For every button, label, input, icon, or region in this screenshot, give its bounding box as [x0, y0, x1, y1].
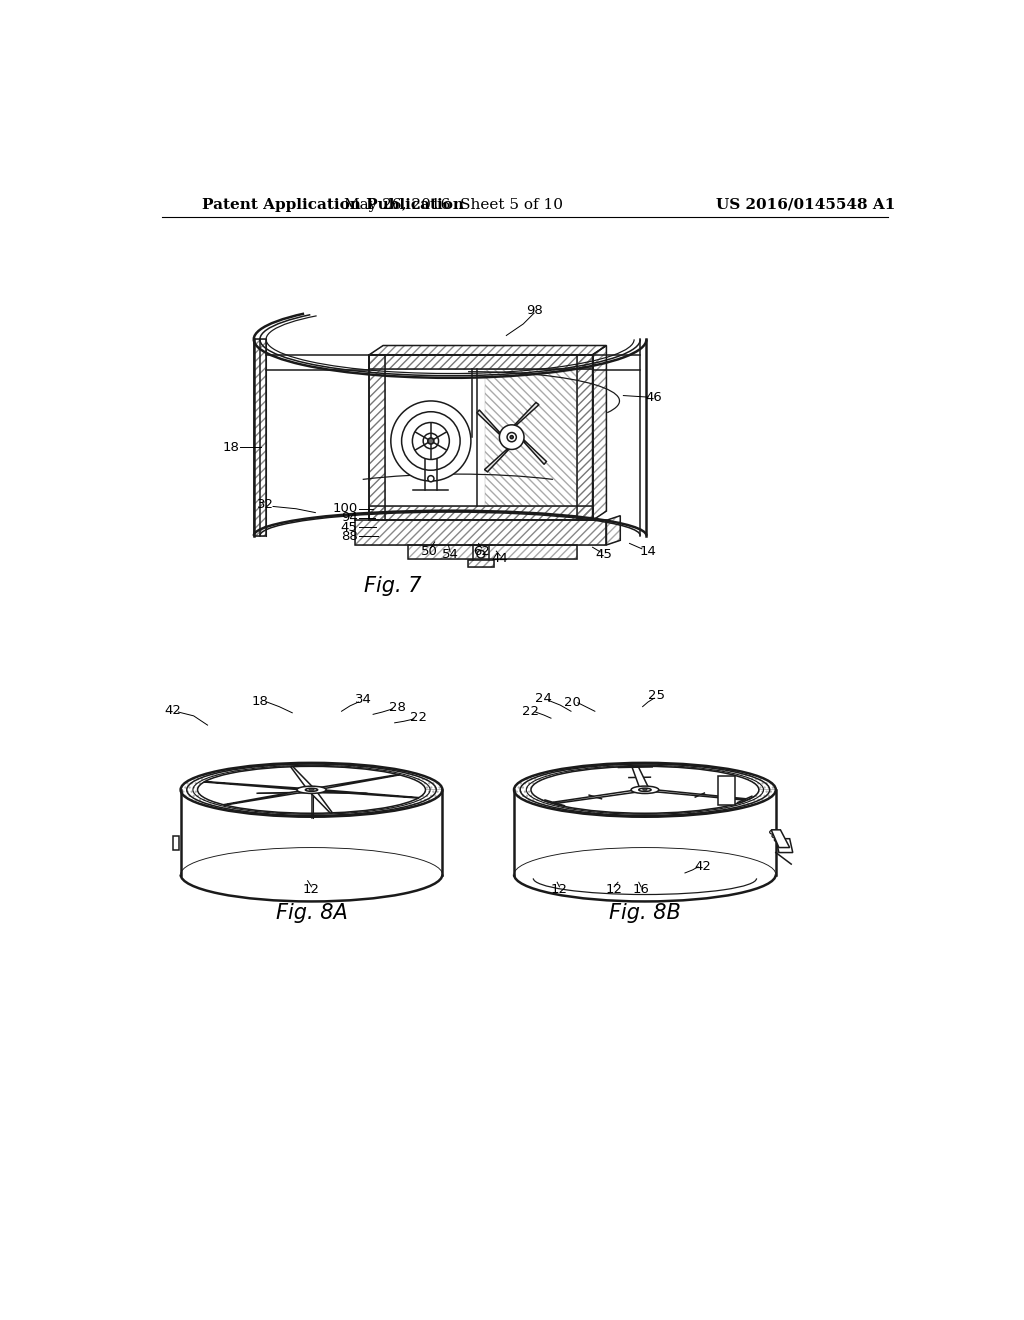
Text: 28: 28 — [389, 701, 407, 714]
Polygon shape — [223, 789, 314, 805]
Text: 42: 42 — [694, 861, 711, 874]
Bar — [173, 836, 179, 850]
Ellipse shape — [774, 838, 783, 842]
Ellipse shape — [309, 789, 314, 791]
Text: 14: 14 — [640, 545, 656, 557]
Text: 25: 25 — [648, 689, 665, 702]
Text: 32: 32 — [257, 499, 273, 511]
Text: 50: 50 — [421, 545, 437, 557]
Text: 94: 94 — [341, 511, 357, 524]
Polygon shape — [204, 781, 312, 791]
Circle shape — [391, 401, 471, 480]
Ellipse shape — [305, 788, 317, 791]
Text: 46: 46 — [646, 391, 663, 404]
Polygon shape — [291, 767, 315, 789]
Ellipse shape — [631, 787, 658, 793]
Text: Fig. 7: Fig. 7 — [364, 576, 421, 595]
Ellipse shape — [772, 834, 781, 838]
Polygon shape — [310, 789, 419, 799]
Text: 98: 98 — [525, 304, 543, 317]
Text: 12: 12 — [551, 883, 568, 896]
Ellipse shape — [639, 788, 651, 792]
Circle shape — [500, 425, 524, 450]
Polygon shape — [308, 789, 333, 813]
Text: 12: 12 — [303, 883, 321, 896]
Polygon shape — [771, 830, 790, 847]
Polygon shape — [776, 838, 793, 853]
Text: 45: 45 — [341, 520, 357, 533]
Text: Fig. 8B: Fig. 8B — [609, 903, 681, 923]
Circle shape — [477, 550, 484, 558]
Text: 88: 88 — [341, 529, 357, 543]
Text: 34: 34 — [354, 693, 372, 706]
Text: 22: 22 — [410, 711, 427, 723]
Polygon shape — [643, 789, 746, 800]
Text: 62: 62 — [473, 545, 490, 557]
Circle shape — [428, 475, 434, 482]
Text: 44: 44 — [492, 552, 509, 565]
Text: Patent Application Publication: Patent Application Publication — [202, 198, 464, 211]
Ellipse shape — [776, 841, 785, 846]
Polygon shape — [477, 411, 501, 436]
Circle shape — [413, 422, 450, 459]
Ellipse shape — [770, 830, 779, 834]
Text: May 26, 2016  Sheet 5 of 10: May 26, 2016 Sheet 5 of 10 — [344, 198, 563, 211]
Polygon shape — [718, 776, 735, 805]
Circle shape — [423, 433, 438, 449]
Text: Fig. 8A: Fig. 8A — [275, 903, 347, 923]
Circle shape — [507, 433, 516, 442]
Circle shape — [401, 412, 460, 470]
Text: 16: 16 — [633, 883, 649, 896]
Polygon shape — [522, 440, 547, 465]
Text: 54: 54 — [441, 548, 459, 561]
Ellipse shape — [297, 787, 326, 793]
Text: 12: 12 — [605, 883, 623, 896]
Text: 45: 45 — [596, 548, 612, 561]
Text: 22: 22 — [521, 705, 539, 718]
Text: 100: 100 — [333, 502, 357, 515]
Circle shape — [510, 436, 513, 438]
Polygon shape — [632, 767, 649, 789]
Polygon shape — [484, 447, 510, 471]
Polygon shape — [309, 775, 399, 791]
Text: 18: 18 — [252, 694, 268, 708]
Polygon shape — [553, 789, 647, 804]
Circle shape — [428, 438, 434, 444]
Text: 20: 20 — [564, 696, 581, 709]
Text: US 2016/0145548 A1: US 2016/0145548 A1 — [716, 198, 895, 211]
Text: 18: 18 — [222, 441, 239, 454]
Polygon shape — [514, 403, 539, 426]
Text: 24: 24 — [535, 693, 552, 705]
Text: 42: 42 — [165, 704, 181, 717]
